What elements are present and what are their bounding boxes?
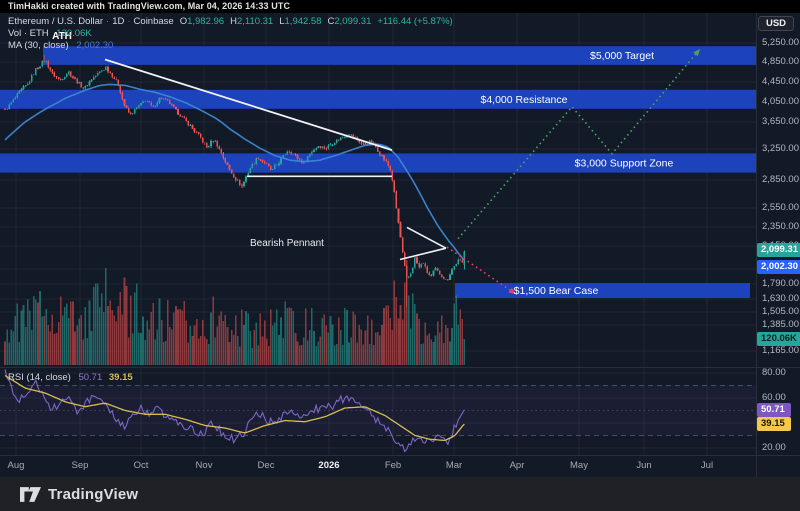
high-value: 2,110.31 <box>236 16 274 27</box>
interval-label[interactable]: 1D <box>112 16 125 27</box>
tradingview-logo-icon <box>20 486 41 502</box>
bearish-pennant-label: Bearish Pennant <box>250 238 324 249</box>
price-tick-label: 1,165.00 <box>762 345 799 356</box>
time-tick-label: Jun <box>636 460 652 471</box>
pennant-upper-line[interactable] <box>406 226 447 249</box>
bull-scenario-path[interactable] <box>457 48 701 240</box>
pennant-lower-line[interactable] <box>399 247 447 261</box>
price-tick-label: 1,790.00 <box>762 278 799 289</box>
time-tick-label: Feb <box>384 460 402 471</box>
time-tick-label: Aug <box>7 460 25 471</box>
footer-bar: TradingView <box>0 477 800 511</box>
rsi-ma-value-chip: 39.15 <box>757 417 791 432</box>
price-tick-label: 4,450.00 <box>762 76 799 87</box>
resistance-band-label: $4,000 Resistance <box>481 94 568 106</box>
time-tick-label: Mar <box>445 460 463 471</box>
price-tick-label: 2,550.00 <box>762 202 799 213</box>
tradingview-logo[interactable]: TradingView <box>20 486 138 503</box>
time-scale[interactable]: Aug Sep Oct Nov Dec 2026 Feb Mar Apr May Jun Jul <box>0 455 756 477</box>
ma-value: 2,002.30 <box>76 40 114 51</box>
last-price-chip: 2,099.31 <box>757 242 800 257</box>
chart-canvas[interactable]: $5,000 Target $4,000 Resistance $3,000 Sup… <box>0 13 800 477</box>
annotations-layer: $5,000 Target $4,000 Resistance $3,000 Sup… <box>52 31 673 297</box>
candle-bodies-down <box>4 61 464 281</box>
rsi-tick-label: 60.00 <box>762 392 786 403</box>
volume-value: 120.06K <box>56 28 92 39</box>
rsi-tick-label: 80.00 <box>762 367 786 378</box>
ath-label: ATH <box>52 31 72 42</box>
open-letter: O <box>179 16 188 27</box>
currency-toggle-button[interactable]: USD <box>758 16 794 31</box>
price-tick-label: 2,850.00 <box>762 174 799 185</box>
rsi-tick-label: 20.00 <box>762 442 786 453</box>
drawings-layer <box>104 48 701 295</box>
support-band <box>0 153 756 173</box>
rsi-ma-line-path <box>4 374 465 442</box>
legend-separator: · <box>127 16 131 27</box>
tradingview-logo-text: TradingView <box>48 485 139 503</box>
time-tick-label: Sep <box>71 460 89 471</box>
price-tick-label: 1,385.00 <box>762 319 799 330</box>
price-tick-label: 3,250.00 <box>762 143 799 154</box>
ma-price-chip: 2,002.30 <box>757 259 800 274</box>
rsi-value: 50.71 <box>78 372 103 383</box>
legend-separator: · <box>106 16 110 27</box>
support-band-label: $3,000 Support Zone <box>575 158 674 170</box>
time-tick-label: May <box>570 460 588 471</box>
change-value: +116.44 (+5.87%) <box>377 16 453 27</box>
time-tick-label: Apr <box>509 460 525 471</box>
attribution-bar: TimHakki created with TradingView.com, M… <box>0 0 800 13</box>
rsi-ma-value: 39.15 <box>108 372 133 383</box>
rsi-study-label: RSI (14, close) <box>8 372 71 383</box>
close-value: 2,099.31 <box>334 16 372 27</box>
time-tick-label: Oct <box>133 460 149 471</box>
ma30-line-path <box>4 83 465 261</box>
time-tick-label: Dec <box>257 460 275 471</box>
rsi-value-chip: 50.71 <box>757 402 791 417</box>
target-band-label: $5,000 Target <box>590 50 654 62</box>
rsi-line-path <box>4 369 465 453</box>
time-tick-label: Jul <box>700 460 714 471</box>
volume-legend-row: Vol · ETH 120.06K <box>8 28 92 39</box>
price-tick-label: 1,505.00 <box>762 306 799 317</box>
price-tick-label: 4,850.00 <box>762 56 799 67</box>
arrowhead <box>693 49 700 57</box>
low-letter: L <box>279 16 285 27</box>
close-letter: C <box>327 16 335 27</box>
exchange-label: Coinbase <box>133 16 174 27</box>
volume-series <box>4 259 466 365</box>
attribution-text: TimHakki created with TradingView.com, M… <box>8 1 291 11</box>
ma30-line <box>4 83 465 261</box>
ma-legend-row: MA (30, close) 2,002.30 <box>8 40 113 51</box>
rsi-series <box>0 369 756 453</box>
price-scale[interactable]: USD 5,250.00 4,850.00 4,450.00 4,050.00 3,65… <box>756 13 800 477</box>
volume-study-label: Vol · ETH <box>8 28 49 39</box>
volume-bars-up <box>6 268 466 365</box>
symbol-legend-row: Ethereum / U.S. Dollar · 1D · Coinbase O1,982… <box>8 16 453 27</box>
price-tick-label: 4,050.00 <box>762 96 799 107</box>
bear-case-band <box>455 283 750 299</box>
rsi-legend-row: RSI (14, close) 50.71 39.15 <box>8 372 133 383</box>
time-tick-label: 2026 <box>318 460 340 471</box>
open-value: 1,982.96 <box>187 16 225 27</box>
price-tick-label: 2,350.00 <box>762 221 799 232</box>
arrowhead <box>508 287 516 295</box>
bear-case-band-label: $1,500 Bear Case <box>514 285 599 297</box>
time-tick-label: Nov <box>195 460 213 471</box>
volume-value-chip: 120.06K <box>757 332 800 346</box>
low-value: 1,942.58 <box>284 16 322 27</box>
ma-study-label: MA (30, close) <box>8 40 69 51</box>
resistance-band <box>0 89 756 109</box>
symbol-title: Ethereum / U.S. Dollar <box>8 16 104 27</box>
price-tick-label: 5,250.00 <box>762 37 799 48</box>
volume-bars-down <box>4 259 464 365</box>
price-tick-label: 3,650.00 <box>762 116 799 127</box>
price-tick-label: 1,630.00 <box>762 293 799 304</box>
high-letter: H <box>230 16 237 27</box>
descending-trendline[interactable] <box>104 58 393 151</box>
target-band <box>43 46 756 65</box>
chart-area[interactable]: $5,000 Target $4,000 Resistance $3,000 Sup… <box>0 13 800 477</box>
